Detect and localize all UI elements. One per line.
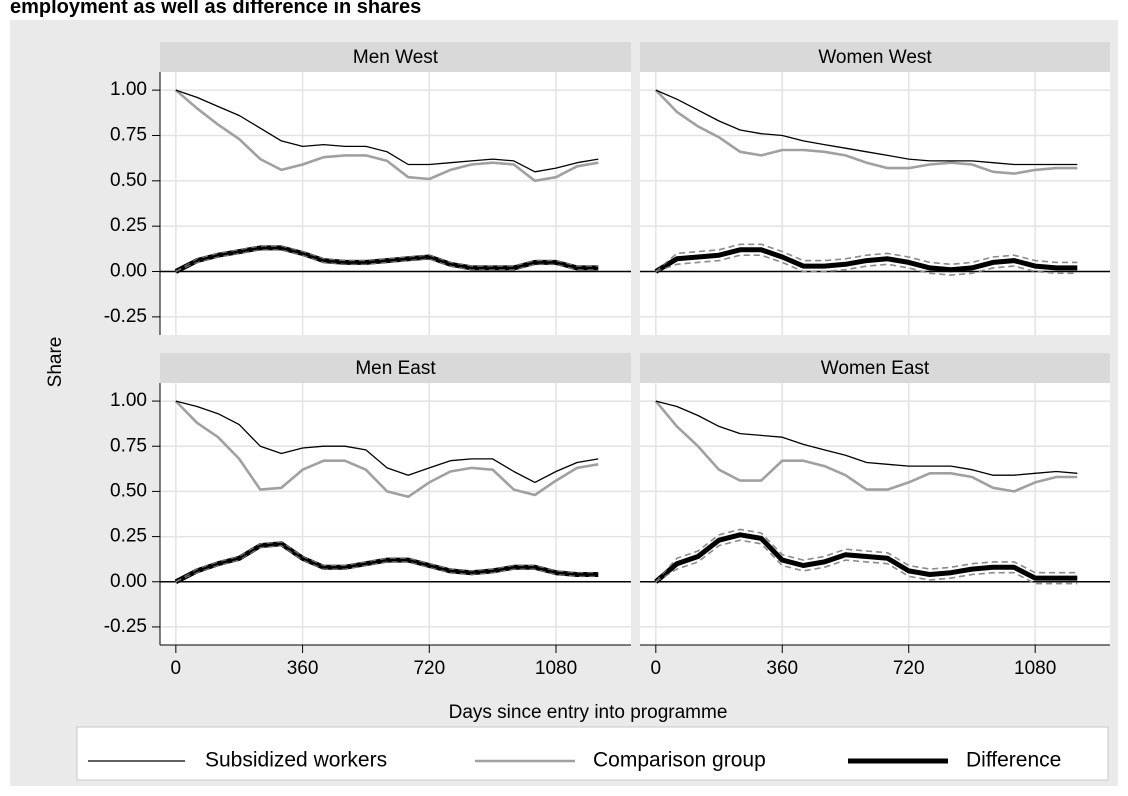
series-line <box>174 89 599 183</box>
x-axis-title: Days since entry into programme <box>449 702 728 723</box>
confidence-band <box>175 245 599 273</box>
confidence-band <box>175 249 599 273</box>
y-tick-label: 0.50 <box>110 480 147 501</box>
panel-header <box>640 353 1110 383</box>
y-tick-label: 0.25 <box>110 526 147 547</box>
plot-area <box>160 383 631 645</box>
x-tick-label: 1080 <box>1014 658 1056 679</box>
panel-title: Women West <box>818 47 932 68</box>
y-tick-label: 1.00 <box>110 390 147 411</box>
series-line <box>654 400 1078 493</box>
legend <box>76 726 1109 781</box>
series-line <box>654 89 1078 175</box>
panel-header <box>160 353 631 383</box>
legend-label: Comparison group <box>593 749 766 772</box>
x-tick-label: 1080 <box>535 658 577 679</box>
confidence-band <box>655 254 1078 276</box>
y-tick-label: 0.00 <box>110 571 147 592</box>
y-tick-label: 0.75 <box>110 435 147 456</box>
y-tick-label: 1.00 <box>110 79 147 100</box>
y-tick-label: 0.50 <box>110 170 147 191</box>
legend-label: Subsidized workers <box>205 749 387 772</box>
confidence-band <box>655 539 1078 585</box>
x-tick-label: 720 <box>893 658 925 679</box>
legend-label: Difference <box>966 749 1061 772</box>
panel-title: Men West <box>353 47 439 68</box>
chart-title: employment as well as difference in shar… <box>10 0 421 18</box>
panel-title: Women East <box>821 358 930 379</box>
confidence-band <box>175 544 599 583</box>
y-tick-label: 0.75 <box>110 124 147 145</box>
series-line <box>175 400 599 484</box>
confidence-band <box>655 528 1078 583</box>
series-line <box>654 247 1078 274</box>
y-tick-label: -0.25 <box>104 306 147 327</box>
y-tick-label: -0.25 <box>104 616 147 637</box>
panel-header <box>640 42 1110 72</box>
y-tick-label: 0.25 <box>110 215 147 236</box>
x-tick-label: 0 <box>171 658 182 679</box>
series-line <box>174 541 599 585</box>
y-tick-label: 0.00 <box>110 261 147 282</box>
panel-header <box>160 42 631 72</box>
series-line <box>655 89 1078 166</box>
series-line <box>654 532 1078 584</box>
series-line <box>655 400 1078 476</box>
x-tick-label: 360 <box>287 658 319 679</box>
series-line <box>174 400 599 499</box>
x-tick-label: 360 <box>766 658 798 679</box>
plot-area <box>640 72 1110 335</box>
y-axis-title: Share <box>45 337 66 388</box>
series-line <box>174 245 599 274</box>
series-line <box>175 89 599 173</box>
confidence-band <box>655 243 1078 272</box>
x-tick-label: 0 <box>651 658 662 679</box>
x-tick-label: 720 <box>413 658 445 679</box>
panel-title: Men East <box>355 358 436 379</box>
